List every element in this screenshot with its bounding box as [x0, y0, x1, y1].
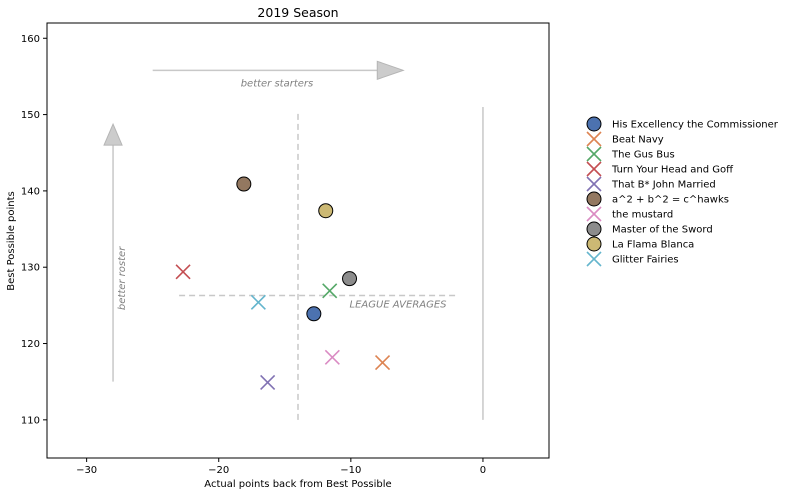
data-point-8 [318, 203, 334, 219]
legend-marker-1-stroke-b [586, 131, 602, 147]
legend-marker-4 [586, 176, 602, 192]
chart-title: 2019 Season [257, 5, 338, 20]
legend-label-3: Turn Your Head and Goff [611, 165, 734, 176]
legend-label-6: the mustard [612, 210, 673, 221]
data-points [175, 176, 391, 391]
data-point-2-stroke-b [322, 283, 338, 299]
legend-marker-3-stroke-b [586, 161, 602, 177]
data-point-9-stroke-b [250, 294, 266, 310]
data-point-1-stroke-b [374, 355, 391, 371]
x-tick-label: 0 [480, 465, 486, 476]
x-tick-label: −10 [340, 465, 361, 476]
league-averages-label: LEAGUE AVERAGES [350, 299, 448, 310]
legend-marker-6 [586, 206, 602, 222]
legend-label-0: His Excellency the Commissioner [612, 120, 779, 131]
legend-marker-2-stroke-b [586, 146, 602, 162]
legend-marker-9 [586, 251, 602, 267]
data-point-7 [342, 271, 358, 287]
data-point-0 [306, 306, 322, 322]
legend-label-2: The Gus Bus [611, 150, 675, 161]
y-tick-label: 140 [21, 186, 40, 197]
legend-marker-4-stroke-b [586, 176, 602, 192]
y-tick-label: 160 [21, 34, 40, 45]
plot-frame [46, 22, 550, 459]
legend: His Excellency the Commissioner Beat Navy… [586, 116, 779, 267]
data-point-4-stroke-b [260, 374, 276, 391]
legend-marker-5 [586, 191, 602, 207]
legend-label-8: La Flama Blanca [612, 240, 694, 251]
y-tick-label: 120 [21, 339, 40, 350]
better-starters-label: better starters [241, 78, 314, 89]
data-point-1 [374, 355, 391, 371]
legend-label-9: Glitter Fairies [612, 255, 679, 266]
data-point-6 [324, 349, 340, 365]
data-point-4 [260, 374, 276, 391]
y-tick-label: 110 [21, 415, 40, 426]
x-tick-label: −20 [208, 465, 229, 476]
data-point-9 [250, 294, 266, 310]
y-tick-label: 130 [21, 263, 40, 274]
legend-marker-8 [586, 236, 602, 252]
axes: −30 −20 −10 0 110 120 130 140 150 160 [21, 22, 550, 476]
better-roster-arrow-head [103, 122, 123, 146]
x-axis-label: Actual points back from Best Possible [204, 479, 391, 490]
legend-marker-3 [586, 161, 602, 177]
y-axis-label: Best Possible points [6, 191, 17, 290]
data-point-3-stroke-b [175, 264, 191, 280]
legend-label-1: Beat Navy [612, 135, 664, 146]
data-point-5 [236, 176, 252, 192]
annotation-arrows [103, 60, 405, 382]
y-tick-label: 150 [21, 110, 40, 121]
legend-label-7: Master of the Sword [612, 225, 713, 236]
data-point-2 [322, 283, 338, 299]
legend-marker-2 [586, 146, 602, 162]
legend-marker-0 [586, 116, 602, 132]
legend-label-4: That B* John Married [611, 180, 716, 191]
better-starters-arrow-head [376, 60, 405, 81]
legend-marker-7 [586, 221, 602, 237]
legend-marker-1 [586, 131, 602, 147]
better-roster-label: better roster [117, 246, 128, 310]
data-point-6-stroke-b [324, 349, 340, 365]
x-tick-label: −30 [76, 465, 97, 476]
data-point-3 [175, 264, 191, 280]
reference-lines [179, 106, 484, 420]
legend-marker-6-stroke-b [586, 206, 602, 222]
legend-marker-9-stroke-b [586, 251, 602, 267]
annotations: LEAGUE AVERAGES better starters better r… [117, 78, 447, 310]
legend-label-5: a^2 + b^2 = c^hawks [612, 195, 729, 206]
